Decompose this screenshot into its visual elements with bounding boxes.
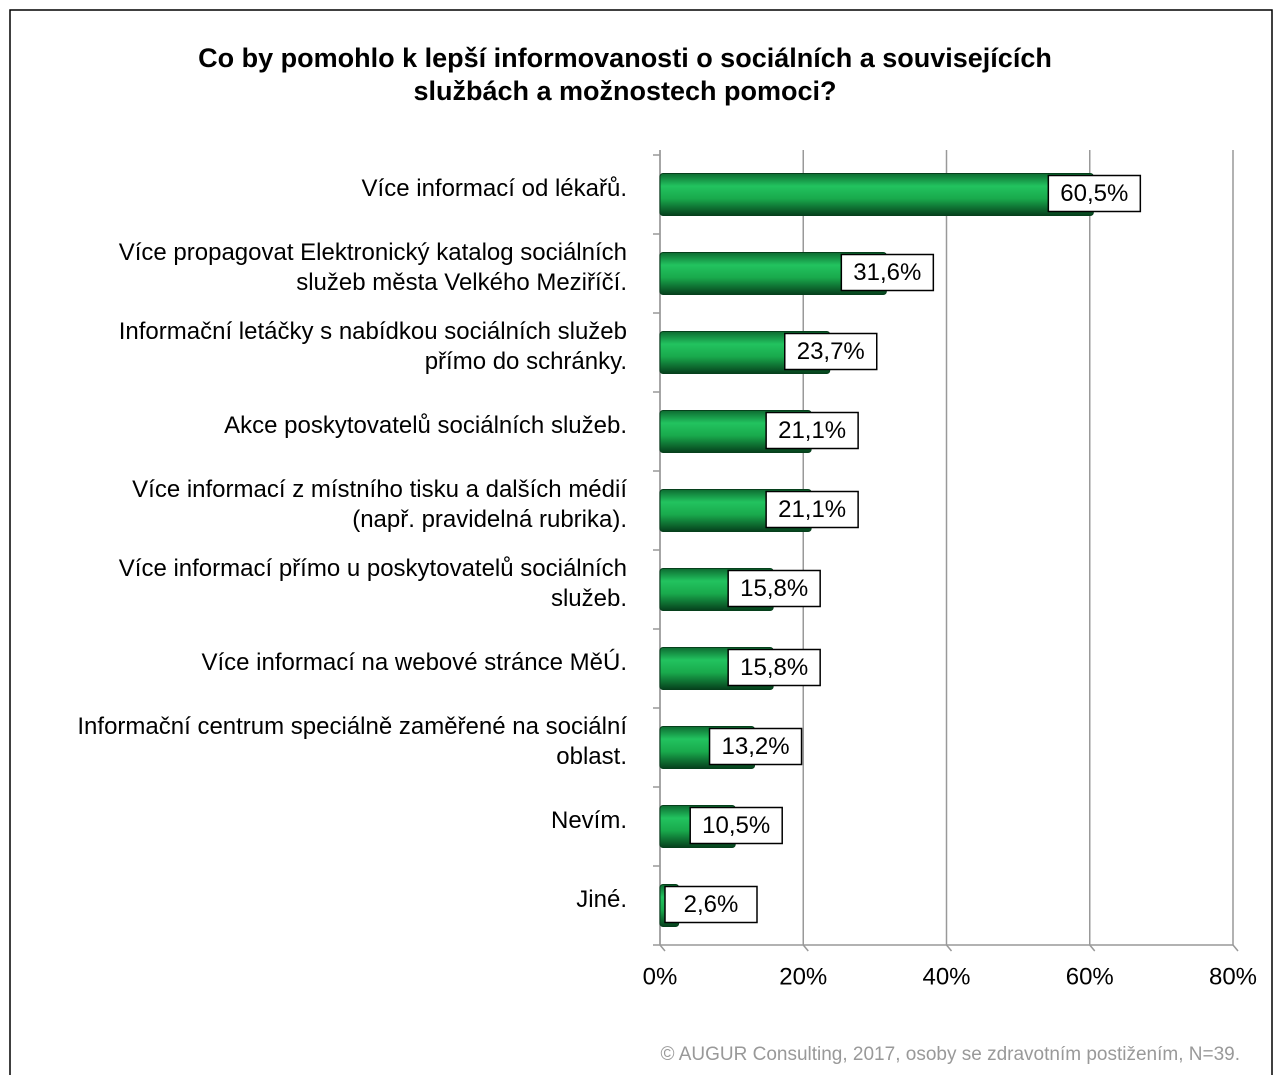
- value-label: 15,8%: [740, 575, 808, 602]
- y-tick-label: Více informací přímo u poskytovatelů soc…: [119, 555, 627, 582]
- value-label-box: [708, 727, 803, 766]
- value-label-box: [727, 648, 821, 687]
- chart-title: službách a možnostech pomoci?: [413, 76, 836, 106]
- value-label-box: [689, 806, 783, 845]
- y-tick-label: Více propagovat Elektronický katalog soc…: [119, 239, 627, 266]
- x-tick-mark: [802, 944, 809, 952]
- footnote: © AUGUR Consulting, 2017, osoby se zdrav…: [660, 1044, 1240, 1065]
- value-label-box: [727, 569, 821, 608]
- value-label-box: [765, 411, 859, 450]
- y-tick-label: Více informací z místního tisku a dalšíc…: [132, 476, 627, 503]
- y-tick-label: přímo do schránky.: [425, 348, 627, 375]
- x-tick-label: 60%: [1066, 963, 1114, 990]
- y-tick-label: oblast.: [556, 743, 627, 770]
- x-tick-mark: [659, 944, 666, 952]
- y-tick-label: (např. pravidelná rubrika).: [352, 506, 627, 533]
- x-tick-label: 40%: [922, 963, 970, 990]
- value-label: 13,2%: [722, 733, 790, 760]
- y-tick-label: Informační letáčky s nabídkou sociálních…: [119, 318, 627, 345]
- y-tick-label: Akce poskytovatelů sociálních služeb.: [224, 412, 627, 439]
- value-label: 21,1%: [778, 417, 846, 444]
- y-tick-label: služeb města Velkého Meziříčí.: [296, 269, 627, 296]
- frame: [9, 9, 1273, 1075]
- y-tick-label: Informační centrum speciálně zaměřené na…: [77, 713, 627, 740]
- value-label: 31,6%: [853, 259, 921, 286]
- value-label-box: [765, 490, 859, 529]
- value-label: 2,6%: [684, 891, 739, 918]
- value-label: 10,5%: [702, 812, 770, 839]
- y-tick-label: Více informací na webové stránce MěÚ.: [201, 649, 627, 676]
- x-tick-mark: [945, 944, 953, 952]
- value-label-box: [1047, 174, 1142, 213]
- y-tick-label: Nevím.: [551, 807, 627, 834]
- value-label: 23,7%: [797, 338, 865, 365]
- y-tick-label: služeb.: [551, 585, 627, 612]
- value-label-box: [840, 253, 935, 292]
- x-tick-mark: [1232, 944, 1239, 952]
- x-tick-label: 20%: [779, 963, 827, 990]
- x-tick-mark: [1089, 944, 1096, 952]
- bar: [659, 173, 1094, 216]
- value-label-box: [664, 885, 758, 924]
- x-tick-label: 80%: [1209, 963, 1257, 990]
- y-tick-label: Více informací od lékařů.: [362, 175, 627, 202]
- value-label: 60,5%: [1060, 180, 1128, 207]
- chart-title: Co by pomohlo k lepší informovanosti o s…: [198, 43, 1052, 73]
- value-label: 15,8%: [740, 654, 808, 681]
- y-tick-label: Jiné.: [576, 886, 627, 913]
- value-label: 21,1%: [778, 496, 846, 523]
- x-tick-label: 0%: [643, 963, 678, 990]
- value-label-box: [784, 332, 878, 371]
